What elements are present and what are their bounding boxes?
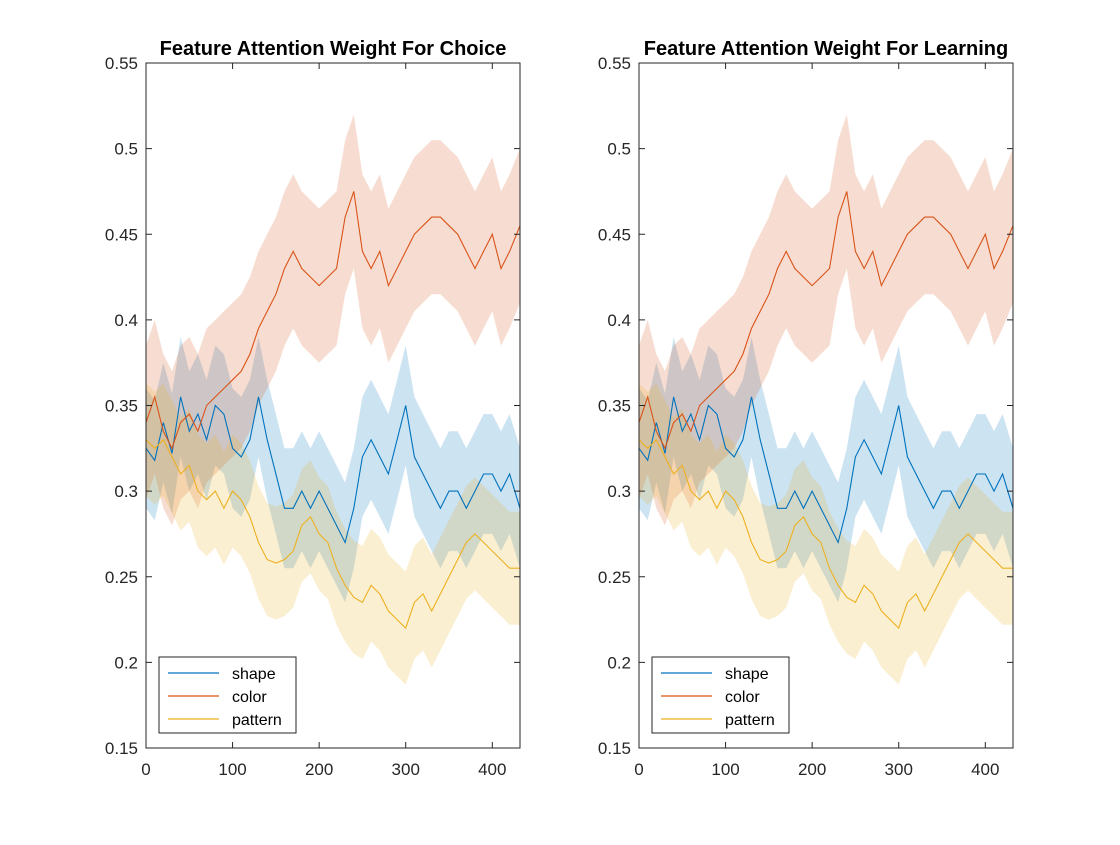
x-tick-label: 300 — [392, 760, 420, 779]
series-band-pattern — [639, 383, 1013, 685]
y-tick-label: 0.45 — [598, 225, 631, 244]
x-tick-label: 0 — [634, 760, 643, 779]
legend-label-color: color — [232, 689, 267, 706]
subplot-2: 0 100 200 300 400 0.15 0.2 0.25 0.3 0.35 0.4 0.45 0.… — [598, 38, 1014, 779]
legend-box — [651, 656, 790, 734]
series-line-pattern — [145, 438, 520, 630]
series-band-shape — [639, 337, 1013, 603]
legend: shape color pattern — [651, 656, 790, 734]
legend-label-color: color — [725, 689, 760, 706]
series-band-shape — [146, 337, 520, 603]
y-tick-label: 0.15 — [105, 739, 138, 758]
x-tick-label: 0 — [141, 760, 150, 779]
plot-area — [146, 63, 520, 748]
y-tick-label: 0.4 — [114, 311, 138, 330]
series-line-color — [638, 191, 1014, 450]
series-band-color — [639, 114, 1013, 526]
series-line-shape — [638, 396, 1014, 545]
y-tick-label: 0.2 — [114, 653, 138, 672]
x-tick-label: 300 — [885, 760, 913, 779]
y-tick-label: 0.5 — [607, 140, 631, 159]
y-tick-label: 0.35 — [105, 397, 138, 416]
y-tick-label: 0.4 — [607, 311, 631, 330]
legend-label-pattern: pattern — [725, 712, 775, 729]
y-tick-label: 0.55 — [105, 54, 138, 73]
legend-label-shape: shape — [232, 666, 276, 683]
series-band-color — [146, 114, 520, 526]
y-tick-label: 0.25 — [598, 568, 631, 587]
x-tick-label: 400 — [478, 760, 506, 779]
plot-area — [639, 63, 1013, 748]
series-band-pattern — [146, 383, 520, 685]
series-line-shape — [145, 396, 521, 545]
legend-box — [158, 656, 297, 734]
x-tick-label: 400 — [971, 760, 999, 779]
series-line-pattern — [638, 438, 1013, 630]
y-tick-label: 0.25 — [105, 568, 138, 587]
y-tick-label: 0.3 — [114, 482, 138, 501]
y-tick-label: 0.45 — [105, 225, 138, 244]
legend: shape color pattern — [158, 656, 297, 734]
x-tick-label: 100 — [218, 760, 246, 779]
chart-title: Feature Attention Weight For Choice — [160, 38, 507, 60]
y-tick-label: 0.3 — [607, 482, 631, 501]
series-line-color — [145, 191, 521, 450]
subplot-1: 0 100 200 300 400 0.15 0.2 0.25 0.3 0.35 0.4 0.45 0.… — [105, 38, 521, 779]
legend-label-shape: shape — [725, 666, 769, 683]
y-tick-label: 0.5 — [114, 140, 138, 159]
x-tick-label: 200 — [798, 760, 826, 779]
chart-title: Feature Attention Weight For Learning — [644, 38, 1008, 60]
y-tick-label: 0.35 — [598, 397, 631, 416]
legend-label-pattern: pattern — [232, 712, 282, 729]
x-tick-label: 100 — [711, 760, 739, 779]
y-tick-label: 0.55 — [598, 54, 631, 73]
x-tick-label: 200 — [305, 760, 333, 779]
y-tick-label: 0.2 — [607, 653, 631, 672]
y-tick-label: 0.15 — [598, 739, 631, 758]
